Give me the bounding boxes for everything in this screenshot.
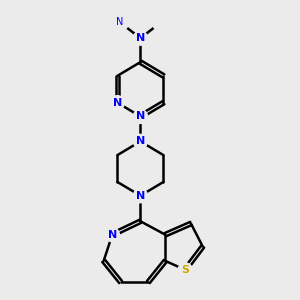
Circle shape <box>152 13 170 31</box>
Circle shape <box>134 134 147 148</box>
Text: N: N <box>136 111 145 122</box>
Text: N: N <box>116 17 123 27</box>
Text: N: N <box>136 33 145 43</box>
Circle shape <box>110 96 124 110</box>
Circle shape <box>134 31 147 45</box>
Text: N: N <box>136 191 145 201</box>
Text: N: N <box>136 136 145 146</box>
Circle shape <box>134 110 147 124</box>
Circle shape <box>111 13 129 31</box>
Circle shape <box>178 263 192 277</box>
Circle shape <box>134 189 147 203</box>
Text: N: N <box>113 98 122 108</box>
Circle shape <box>105 228 119 242</box>
Text: S: S <box>181 265 189 275</box>
Text: N: N <box>108 230 117 240</box>
